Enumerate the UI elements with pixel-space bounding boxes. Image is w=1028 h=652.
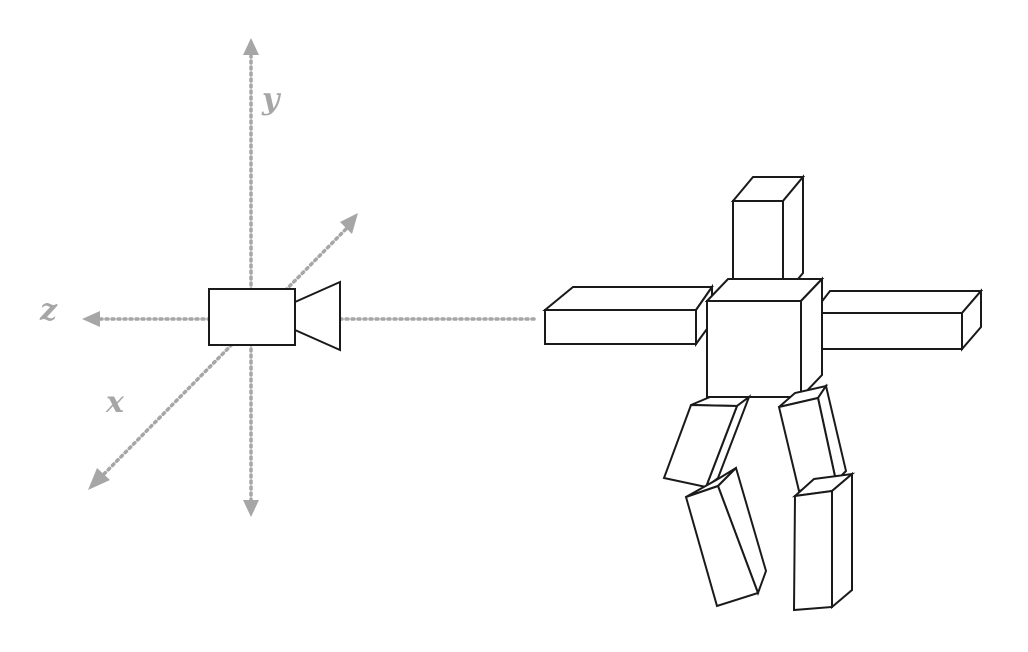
camera-body bbox=[208, 288, 296, 346]
axes bbox=[82, 38, 540, 517]
camera-icon bbox=[208, 280, 341, 352]
x-axis-line bbox=[102, 226, 349, 476]
humanoid-figure-icon bbox=[542, 174, 984, 612]
right-arm-box bbox=[810, 288, 984, 352]
x-axis-arrow-front bbox=[88, 468, 110, 490]
left-arm-box bbox=[542, 283, 714, 348]
right-lower-leg-box bbox=[791, 471, 856, 612]
x-axis-arrow-back bbox=[340, 213, 358, 234]
x-axis-label: x bbox=[106, 385, 124, 420]
y-axis-arrow-up bbox=[243, 38, 259, 55]
left-lower-leg-box bbox=[684, 466, 768, 608]
y-axis-arrow-down bbox=[243, 500, 259, 517]
camera-lens bbox=[294, 280, 341, 352]
torso-box bbox=[704, 276, 825, 400]
z-axis-label: z bbox=[40, 293, 58, 328]
right-upper-leg-box bbox=[777, 383, 848, 493]
y-axis-label: y bbox=[262, 82, 280, 117]
head-box bbox=[730, 174, 806, 300]
z-axis-arrow bbox=[82, 311, 100, 327]
